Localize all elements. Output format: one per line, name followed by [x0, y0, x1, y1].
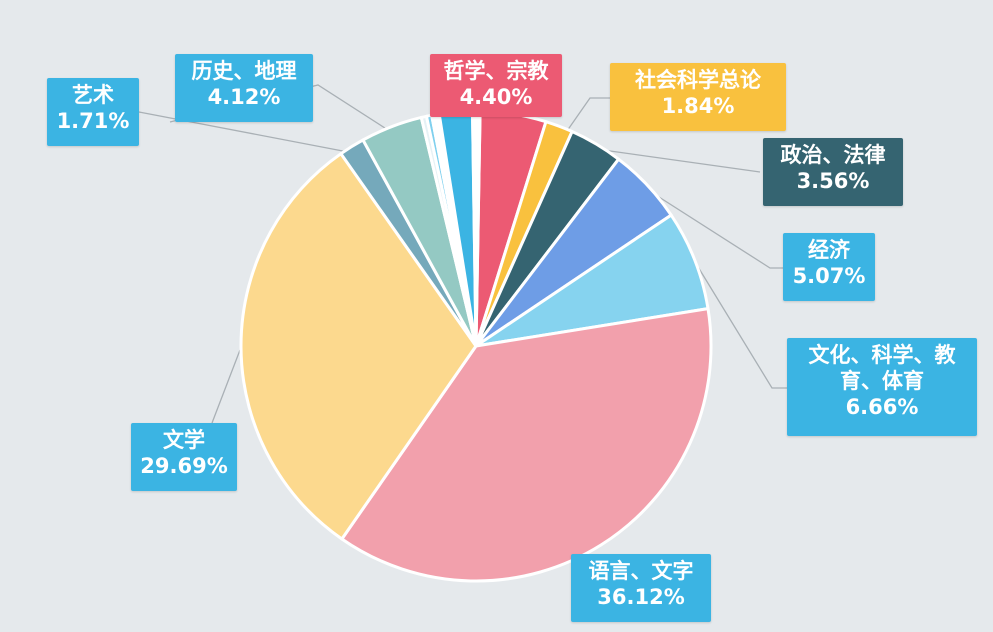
data-label-7: 艺术 1.71%: [47, 78, 139, 146]
data-label-category: 文学: [163, 428, 205, 452]
leader-line-3: [647, 189, 783, 269]
leader-line-2: [595, 148, 761, 173]
pie-slice-6: [239, 152, 478, 541]
data-label-category: 历史、地理: [191, 59, 297, 83]
data-label-category: 艺术: [72, 83, 114, 107]
data-label-5: 语言、文字 36.12%: [571, 554, 711, 622]
data-label-category: 文化、科学、教育、体育: [808, 343, 956, 393]
leader-line-7: [138, 111, 349, 153]
data-label-percent: 1.84%: [661, 94, 735, 118]
data-label-percent: 5.07%: [792, 264, 866, 288]
data-label-percent: 3.56%: [796, 169, 870, 193]
data-label-category: 社会科学总论: [635, 68, 761, 92]
pie-slice-5: [340, 307, 713, 583]
data-label-2: 政治、法律 3.56%: [763, 138, 903, 206]
pie-slices: [239, 109, 713, 583]
leader-line-6: [211, 349, 241, 424]
data-label-1: 社会科学总论 1.84%: [610, 63, 786, 131]
data-label-0: 哲学、宗教 4.40%: [430, 54, 562, 117]
data-label-6: 文学 29.69%: [131, 423, 237, 491]
data-label-percent: 4.12%: [207, 85, 281, 109]
leader-lines: [138, 84, 787, 424]
data-label-percent: 4.40%: [459, 85, 533, 109]
data-label-8: 历史、地理 4.12%: [175, 54, 313, 122]
leader-line-1: [566, 97, 610, 132]
data-label-percent: 29.69%: [140, 454, 228, 478]
data-label-category: 政治、法律: [780, 143, 886, 167]
data-label-category: 语言、文字: [588, 559, 694, 583]
data-label-category: 经济: [808, 238, 850, 262]
data-label-percent: 36.12%: [597, 585, 685, 609]
data-label-3: 经济 5.07%: [783, 233, 875, 301]
data-label-percent: 6.66%: [845, 395, 919, 419]
data-label-percent: 1.71%: [56, 109, 130, 133]
data-label-4: 文化、科学、教育、体育 6.66%: [787, 338, 977, 436]
leader-line-4: [694, 261, 787, 389]
data-label-category: 哲学、宗教: [443, 59, 549, 83]
